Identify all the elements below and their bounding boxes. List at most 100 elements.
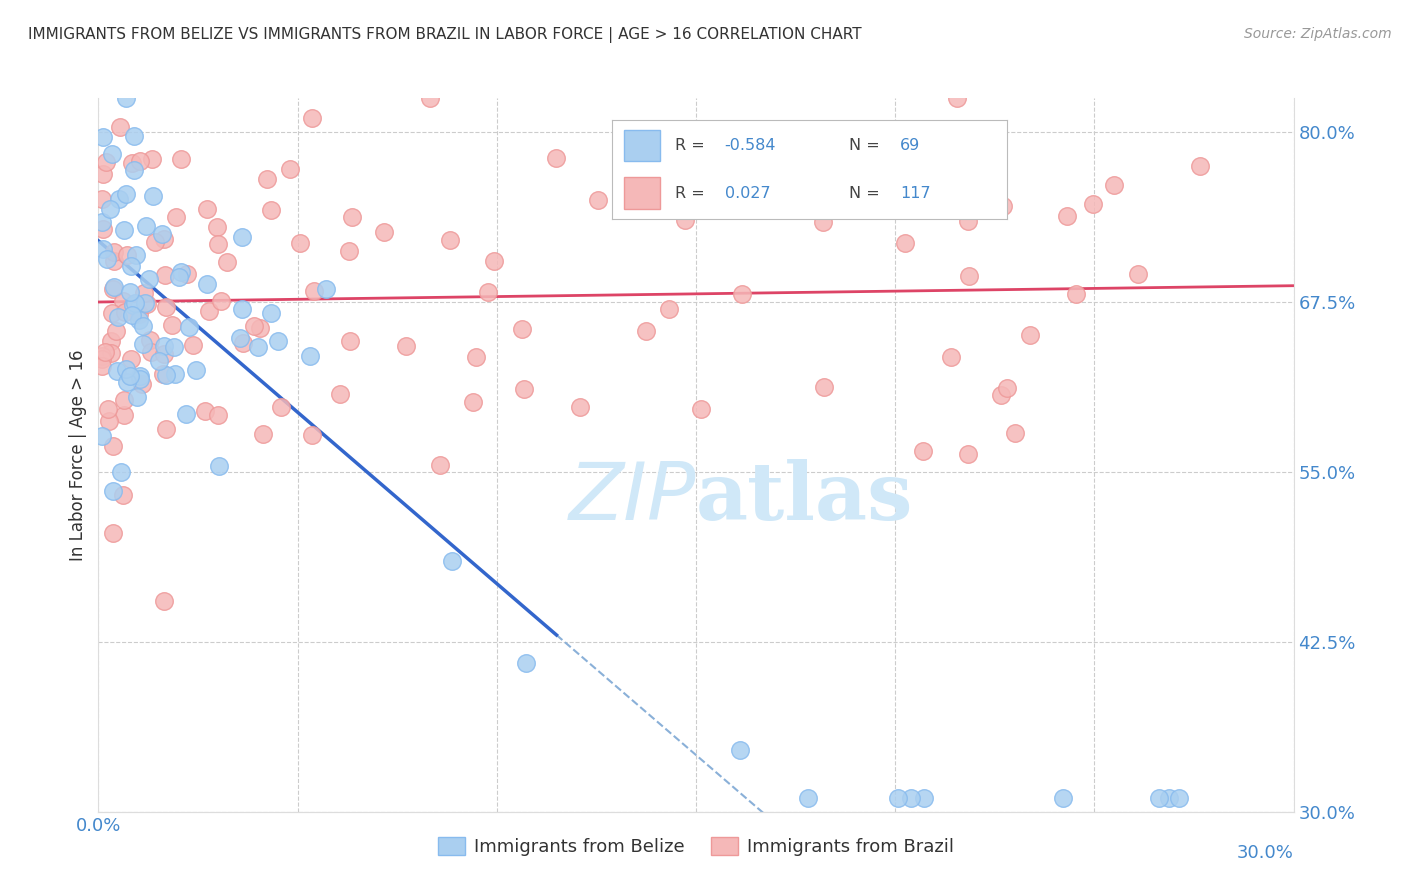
Point [107, 192, 129, 206]
Point [153, 232, 176, 246]
Point [429, 458, 451, 472]
Point [152, 227, 174, 242]
Text: 69: 69 [900, 138, 921, 153]
Text: R =: R = [675, 138, 710, 153]
Point [304, 284, 326, 298]
Point [259, 203, 281, 218]
Point [1018, 328, 1040, 343]
Text: -0.584: -0.584 [724, 138, 776, 153]
Point [129, 153, 152, 168]
Point [1128, 267, 1150, 281]
Point [100, 345, 122, 359]
Point [395, 339, 418, 353]
Point [329, 387, 352, 401]
Point [266, 334, 288, 349]
Point [121, 156, 143, 170]
Point [170, 152, 193, 166]
Point [252, 426, 274, 441]
Point [124, 296, 146, 310]
Point [184, 363, 207, 377]
Point [945, 91, 967, 105]
Point [114, 186, 136, 201]
Point [939, 350, 962, 364]
Point [124, 162, 146, 177]
Point [128, 313, 150, 327]
Point [215, 255, 238, 269]
Point [990, 388, 1012, 402]
Point [115, 248, 138, 262]
Point [197, 304, 219, 318]
Point [134, 286, 156, 301]
Point [96, 252, 118, 266]
Point [148, 354, 170, 368]
Point [110, 465, 132, 479]
Point [94, 155, 117, 169]
Point [900, 791, 922, 805]
Point [1056, 209, 1078, 223]
Point [128, 371, 150, 385]
Point [139, 345, 162, 359]
Point [107, 310, 129, 324]
Point [731, 286, 754, 301]
Point [1159, 791, 1181, 805]
Point [546, 151, 568, 165]
Point [114, 223, 136, 237]
Point [91, 215, 114, 229]
Point [108, 120, 131, 134]
Point [138, 272, 160, 286]
Point [101, 439, 124, 453]
Text: IMMIGRANTS FROM BELIZE VS IMMIGRANTS FROM BRAZIL IN LABOR FORCE | AGE > 16 CORRE: IMMIGRANTS FROM BELIZE VS IMMIGRANTS FRO… [28, 27, 862, 43]
Text: R =: R = [675, 186, 716, 201]
Point [207, 237, 229, 252]
Point [120, 259, 142, 273]
Point [956, 447, 979, 461]
Point [439, 233, 461, 247]
Point [301, 428, 323, 442]
Point [340, 211, 363, 225]
Text: 30.0%: 30.0% [1237, 844, 1294, 862]
Point [461, 395, 484, 409]
Point [515, 656, 537, 670]
Point [205, 220, 228, 235]
Point [114, 408, 136, 422]
Y-axis label: In Labor Force | Age > 16: In Labor Force | Age > 16 [69, 349, 87, 561]
Point [152, 368, 174, 382]
Point [105, 364, 128, 378]
Point [131, 318, 153, 333]
Point [165, 210, 187, 224]
Point [98, 202, 121, 216]
Text: atlas: atlas [696, 458, 914, 537]
Point [165, 368, 187, 382]
Point [260, 306, 283, 320]
Point [167, 269, 190, 284]
Point [155, 268, 177, 282]
Point [1052, 791, 1074, 805]
Point [91, 349, 114, 363]
Point [120, 368, 142, 383]
Point [141, 153, 163, 167]
Point [91, 351, 114, 366]
Point [586, 193, 609, 207]
Point [243, 318, 266, 333]
Point [465, 350, 488, 364]
Point [160, 318, 183, 333]
Point [112, 487, 135, 501]
Point [121, 308, 143, 322]
Point [997, 381, 1019, 395]
Point [256, 172, 278, 186]
Point [209, 294, 232, 309]
Point [231, 230, 253, 244]
Bar [624, 129, 659, 161]
Point [315, 282, 337, 296]
Point [170, 265, 193, 279]
Point [128, 307, 150, 321]
Point [114, 304, 136, 318]
Point [957, 269, 980, 284]
Point [135, 219, 157, 233]
Point [288, 235, 311, 250]
Point [1081, 196, 1104, 211]
Point [956, 214, 979, 228]
Point [98, 414, 121, 428]
Point [636, 325, 658, 339]
Point [131, 337, 153, 351]
